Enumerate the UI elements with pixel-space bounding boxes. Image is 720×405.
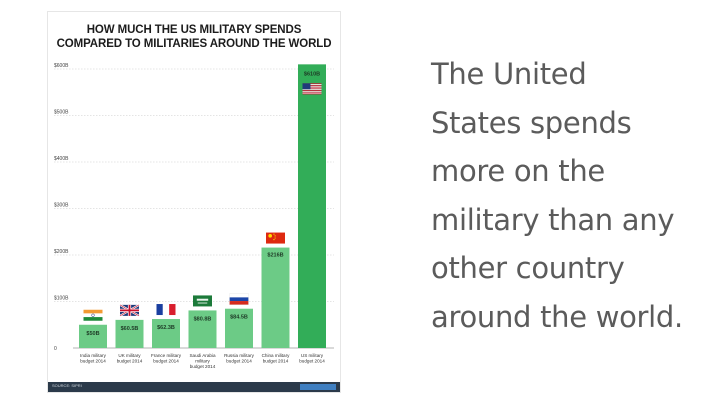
side-caption-line-4: military than any [431, 202, 675, 237]
category-label: China military [262, 353, 291, 358]
ytick-label: $400B [54, 156, 69, 162]
category-label: budget 2014 [263, 359, 289, 364]
bar-1 [79, 324, 107, 348]
side-caption-line-3: more on the [431, 154, 605, 188]
category-label: Russia military [224, 353, 255, 358]
ytick-label: $600B [54, 63, 69, 69]
value-label: $216B [267, 253, 283, 259]
side-caption-line-6: around the world. [431, 299, 683, 334]
category-label: UK military [118, 353, 141, 358]
ytick-label: $100B [54, 296, 69, 302]
value-label: $62.3B [157, 325, 175, 331]
bar-6 [261, 247, 290, 348]
us-flag-icon [302, 83, 322, 95]
value-label: $610B [304, 71, 320, 77]
source-note: SOURCE: SIPRI [52, 383, 82, 388]
france-flag-icon [156, 304, 176, 316]
value-label: $50B [86, 331, 99, 337]
chart-card: 0 $100B $200B $300B $400B $500B $600B $50B India… [48, 12, 340, 392]
category-label: budget 2014 [117, 359, 143, 364]
category-label: budget 2014 [190, 364, 216, 369]
category-label: India military [80, 353, 106, 358]
chart-title: HOW MUCH THE US MILITARY SPENDS COMPARED… [48, 23, 340, 51]
ytick-label: $300B [54, 203, 69, 209]
brand-logo [300, 383, 336, 390]
ytick-label: $200B [54, 249, 69, 255]
russia-flag-icon [229, 293, 249, 305]
chart-title-line-2: COMPARED TO MILITARIES AROUND THE WORLD [56, 38, 332, 50]
side-caption-line-2: States spends [431, 105, 632, 140]
category-label: budget 2014 [226, 359, 252, 364]
category-label: France military [151, 353, 182, 358]
category-label: Saudi Arabia [189, 353, 215, 358]
china-flag-icon [266, 232, 285, 244]
india-flag-icon [83, 309, 103, 321]
uk-flag-icon [119, 304, 140, 317]
bar-2 [115, 319, 144, 348]
bar-7 [298, 64, 326, 348]
category-label: budget 2014 [299, 359, 325, 364]
category-label: US military [301, 353, 324, 358]
bar-3 [152, 319, 180, 348]
category-label: military [195, 359, 210, 364]
bar-chart: 0 $100B $200B $300B $400B $500B $600B $50B India… [54, 63, 334, 369]
category-label: budget 2014 [80, 359, 106, 364]
bar-5 [225, 308, 253, 348]
ytick-label: $500B [54, 110, 69, 116]
side-caption-line-5: other country [431, 251, 625, 285]
bar-4 [188, 310, 217, 348]
ytick-label: 0 [54, 346, 57, 352]
side-caption-line-1: The United [431, 57, 587, 91]
category-label: budget 2014 [153, 359, 179, 364]
side-caption: The United States spends more on the mil… [431, 50, 711, 341]
value-label: $84.5B [230, 315, 248, 321]
chart-title-line-1: HOW MUCH THE US MILITARY SPENDS [86, 24, 302, 36]
saudi-arabia-flag-icon [193, 295, 212, 307]
value-label: $60.5B [121, 326, 139, 332]
value-label: $80.8B [194, 316, 212, 322]
chart-footer: SOURCE: SIPRI [48, 382, 340, 392]
